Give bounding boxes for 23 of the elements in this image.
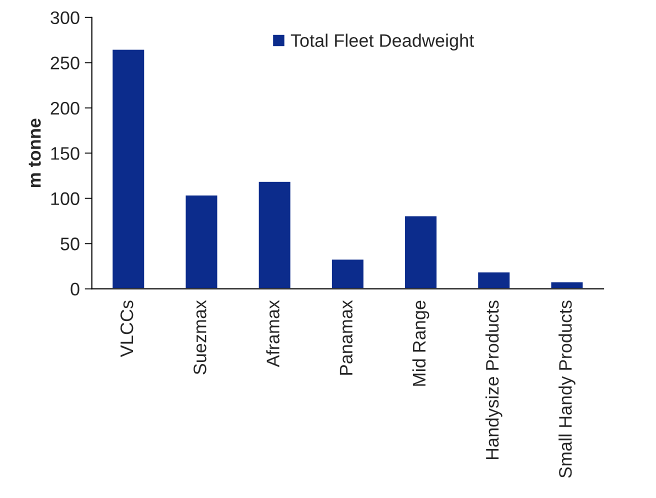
y-tick-label: 200	[50, 102, 80, 115]
bar	[184, 194, 219, 289]
x-tick-label: Mid Range	[412, 300, 430, 386]
legend-label: Total Fleet Deadweight	[290, 34, 474, 51]
bar	[257, 180, 292, 289]
bar	[476, 270, 512, 289]
y-tick-label: 50	[60, 238, 80, 250]
y-tick-label: 150	[51, 147, 80, 160]
x-tick-label: Handysize Products	[485, 300, 502, 460]
x-tick-label: Panamax	[340, 300, 353, 375]
y-tick-label: 250	[50, 56, 80, 70]
y-tick-label: 0	[70, 282, 80, 296]
x-tick-label: Small Handy Products	[558, 300, 576, 478]
x-tick-label: Suezmax	[194, 300, 206, 374]
bar	[404, 214, 438, 289]
y-tick-label: 300	[50, 11, 80, 24]
y-axis-title: m tonne	[28, 118, 41, 188]
bar	[330, 258, 365, 289]
y-tick-label: 100	[51, 192, 80, 206]
x-tick-label: VLCCs	[120, 300, 134, 358]
bar	[111, 48, 146, 289]
bar	[550, 280, 584, 289]
x-tick-label: Aframax	[266, 300, 280, 368]
